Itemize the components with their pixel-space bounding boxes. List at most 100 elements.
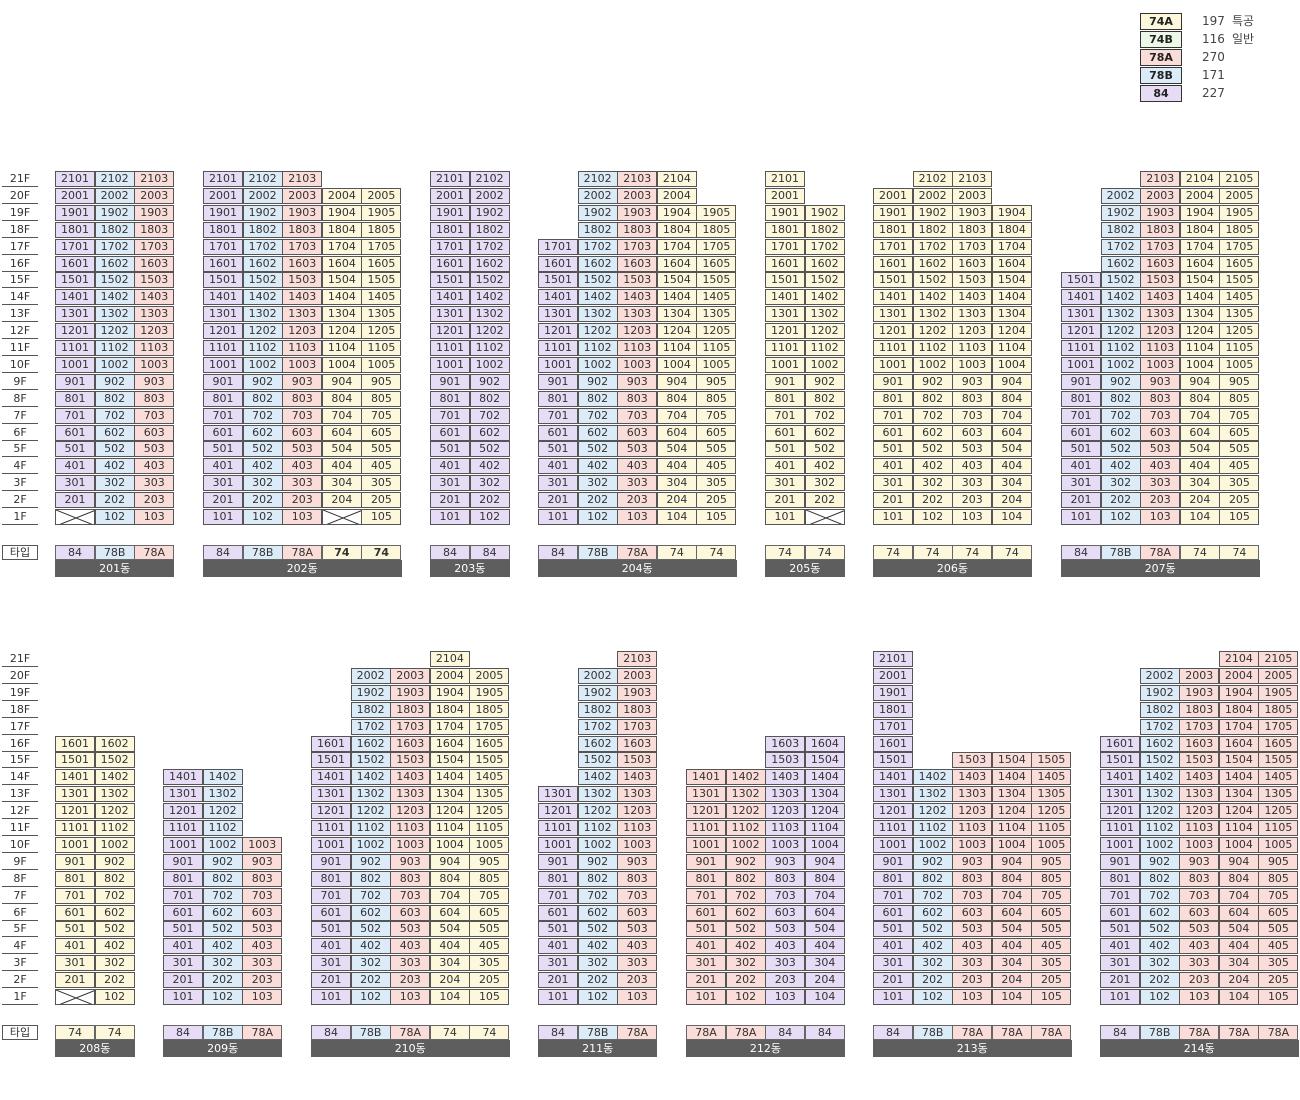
unit-cell[interactable]: 702: [242, 407, 283, 424]
unit-cell[interactable]: 1302: [242, 306, 283, 323]
unit-cell[interactable]: 1505: [361, 272, 402, 289]
unit-cell[interactable]: 401: [686, 938, 727, 955]
unit-cell[interactable]: 1401: [686, 769, 727, 786]
unit-cell[interactable]: 1802: [577, 701, 618, 718]
unit-cell[interactable]: 301: [430, 475, 471, 492]
unit-cell[interactable]: 1101: [163, 820, 204, 836]
unit-cell[interactable]: 1803: [952, 221, 993, 238]
unit-cell[interactable]: 1301: [1100, 786, 1141, 803]
unit-cell[interactable]: 402: [912, 938, 953, 955]
unit-cell[interactable]: 504: [429, 921, 470, 938]
unit-cell[interactable]: 1403: [617, 289, 658, 306]
unit-cell[interactable]: 905: [1031, 853, 1072, 870]
unit-cell[interactable]: 1202: [1100, 323, 1141, 340]
unit-cell[interactable]: 1204: [991, 803, 1032, 820]
unit-cell[interactable]: 1104: [429, 820, 470, 836]
unit-cell[interactable]: 1101: [686, 820, 727, 836]
unit-cell[interactable]: 1303: [617, 786, 658, 803]
unit-cell[interactable]: 1802: [1100, 221, 1141, 238]
unit-cell[interactable]: 1802: [912, 221, 953, 238]
unit-cell[interactable]: 1801: [765, 221, 806, 238]
unit-cell[interactable]: 301: [1061, 475, 1102, 492]
unit-cell[interactable]: 403: [1179, 938, 1220, 955]
unit-cell[interactable]: 1704: [656, 238, 697, 255]
unit-cell[interactable]: 405: [1219, 458, 1260, 475]
unit-cell[interactable]: 1102: [804, 340, 845, 356]
unit-cell[interactable]: 1101: [311, 820, 352, 836]
unit-cell[interactable]: 1002: [202, 836, 243, 853]
unit-cell[interactable]: 803: [1140, 390, 1181, 407]
unit-cell[interactable]: 901: [163, 853, 204, 870]
unit-cell[interactable]: 1502: [350, 752, 391, 769]
unit-cell[interactable]: 901: [538, 853, 579, 870]
unit-cell[interactable]: 1202: [242, 323, 283, 340]
unit-cell[interactable]: 105: [1219, 509, 1260, 525]
unit-cell[interactable]: 1305: [1258, 786, 1299, 803]
unit-cell[interactable]: 705: [361, 407, 402, 424]
unit-cell[interactable]: 304: [429, 955, 470, 972]
unit-cell[interactable]: 201: [55, 972, 96, 989]
unit-cell[interactable]: 801: [311, 870, 352, 887]
unit-cell[interactable]: 1101: [1061, 340, 1102, 356]
unit-cell[interactable]: 1502: [577, 272, 618, 289]
unit-cell[interactable]: 1302: [94, 786, 135, 803]
unit-cell[interactable]: 501: [55, 441, 96, 458]
unit-cell[interactable]: 802: [577, 870, 618, 887]
unit-cell[interactable]: 901: [55, 853, 96, 870]
unit-cell[interactable]: 603: [617, 904, 658, 921]
unit-cell[interactable]: 603: [242, 904, 283, 921]
unit-cell[interactable]: 402: [202, 938, 243, 955]
unit-cell[interactable]: 1704: [321, 238, 362, 255]
unit-cell[interactable]: 702: [912, 887, 953, 904]
unit-cell[interactable]: 1403: [617, 769, 658, 786]
unit-cell[interactable]: 1404: [1179, 289, 1220, 306]
unit-cell[interactable]: 304: [804, 955, 845, 972]
unit-cell[interactable]: 1103: [952, 820, 993, 836]
unit-cell[interactable]: 203: [1179, 972, 1220, 989]
unit-cell[interactable]: 405: [361, 458, 402, 475]
unit-cell[interactable]: 1402: [1100, 289, 1141, 306]
unit-cell[interactable]: 501: [1061, 441, 1102, 458]
unit-cell[interactable]: 1701: [203, 238, 244, 255]
unit-cell[interactable]: 1003: [390, 836, 431, 853]
unit-cell[interactable]: 604: [429, 904, 470, 921]
unit-cell[interactable]: 1402: [469, 289, 510, 306]
unit-cell[interactable]: 802: [577, 390, 618, 407]
unit-cell[interactable]: 1102: [350, 820, 391, 836]
unit-cell[interactable]: 1004: [429, 836, 470, 853]
unit-cell[interactable]: 1601: [55, 735, 96, 752]
unit-cell[interactable]: 601: [430, 424, 471, 441]
unit-cell[interactable]: 103: [765, 989, 806, 1005]
unit-cell[interactable]: 1503: [1179, 752, 1220, 769]
unit-cell[interactable]: 2104: [1218, 651, 1259, 667]
unit-cell[interactable]: 301: [163, 955, 204, 972]
unit-cell[interactable]: 1703: [390, 718, 431, 735]
unit-cell[interactable]: 1604: [991, 255, 1032, 272]
unit-cell[interactable]: 805: [361, 390, 402, 407]
unit-cell[interactable]: 1401: [203, 289, 244, 306]
unit-cell[interactable]: 1603: [1179, 735, 1220, 752]
unit-cell[interactable]: 1302: [577, 786, 618, 803]
unit-cell[interactable]: 403: [765, 938, 806, 955]
unit-cell[interactable]: 603: [390, 904, 431, 921]
unit-cell[interactable]: 1204: [656, 323, 697, 340]
unit-cell[interactable]: 205: [1031, 972, 1072, 989]
unit-cell[interactable]: 1202: [804, 323, 845, 340]
unit-cell[interactable]: 1504: [321, 272, 362, 289]
unit-cell[interactable]: 1001: [1061, 356, 1102, 373]
unit-cell[interactable]: 1404: [991, 769, 1032, 786]
unit-cell[interactable]: 1103: [617, 340, 658, 356]
unit-cell[interactable]: 803: [617, 390, 658, 407]
unit-cell[interactable]: 1501: [873, 752, 914, 769]
unit-cell[interactable]: 705: [469, 887, 510, 904]
unit-cell[interactable]: 1903: [282, 204, 323, 221]
unit-cell[interactable]: 304: [656, 475, 697, 492]
unit-cell[interactable]: 1002: [242, 356, 283, 373]
unit-cell[interactable]: 402: [1139, 938, 1180, 955]
unit-cell[interactable]: 502: [1100, 441, 1141, 458]
unit-cell[interactable]: 103: [617, 989, 658, 1005]
unit-cell[interactable]: 604: [991, 424, 1032, 441]
unit-cell[interactable]: 502: [912, 441, 953, 458]
unit-cell[interactable]: 404: [991, 938, 1032, 955]
unit-cell[interactable]: 1201: [203, 323, 244, 340]
